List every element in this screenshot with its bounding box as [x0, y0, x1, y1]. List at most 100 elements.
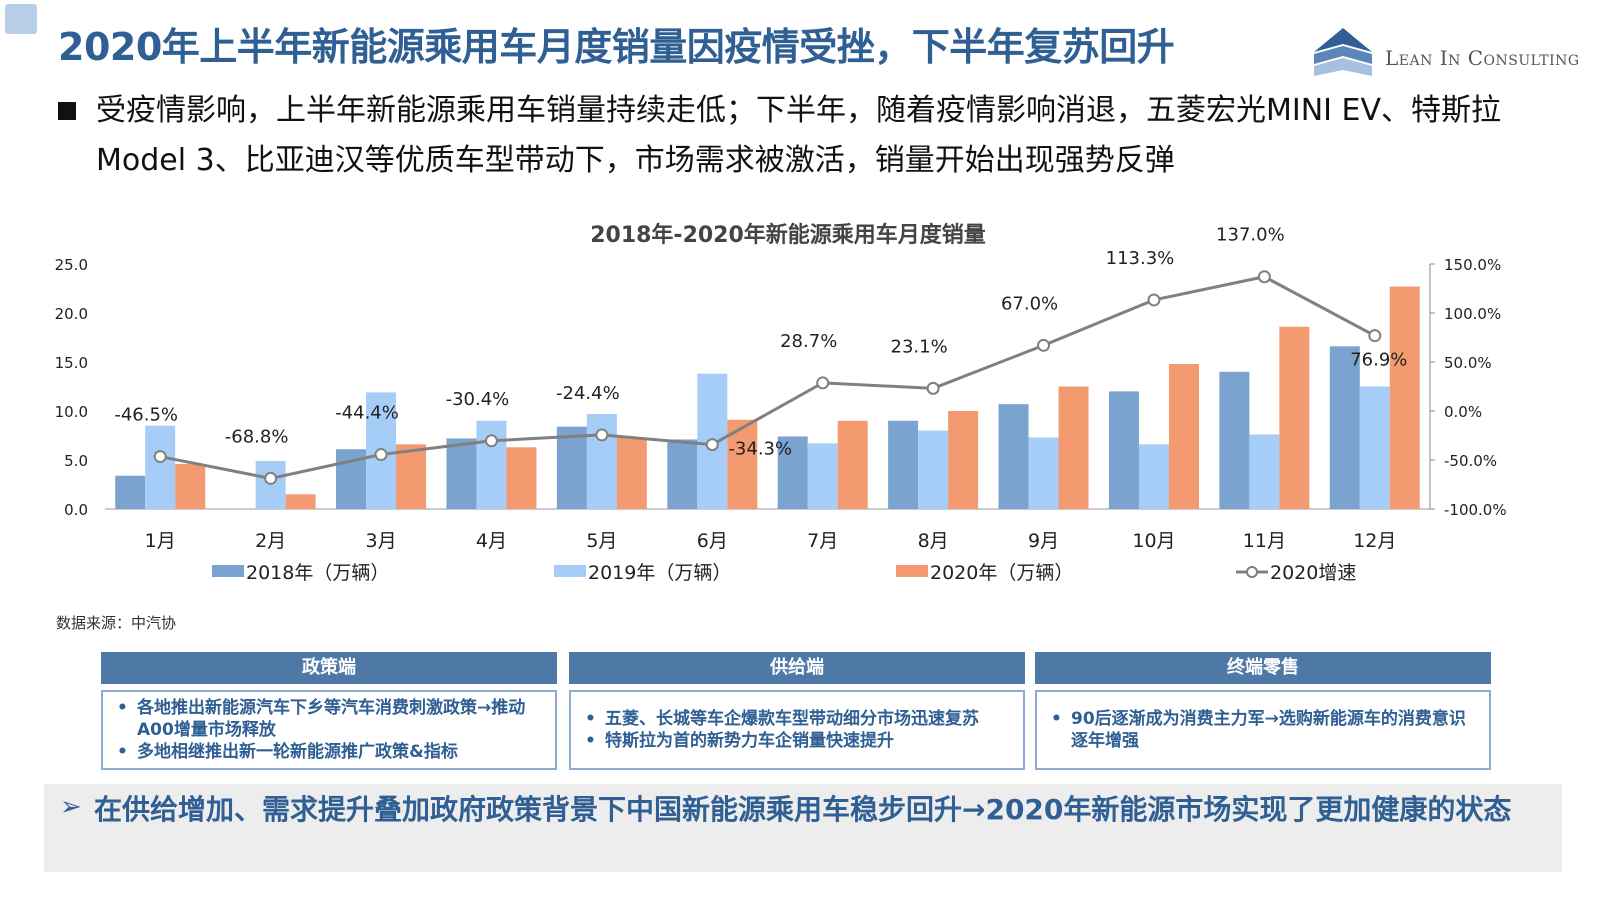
retail-box: 终端零售 90后逐渐成为消费主力军→选购新能源车的消费意识逐年增强 [1035, 652, 1491, 770]
bar [1279, 326, 1310, 509]
bar [285, 494, 316, 509]
bullet-square-icon [58, 102, 76, 120]
supply-box-header: 供给端 [569, 652, 1025, 684]
retail-box-body: 90后逐渐成为消费主力军→选购新能源车的消费意识逐年增强 [1035, 690, 1491, 770]
legend-swatch [896, 565, 928, 577]
legend-label: 2020年（万辆） [930, 562, 1073, 584]
y2-tick-label: 50.0% [1444, 354, 1492, 372]
conclusion-banner: ➢ 在供给增加、需求提升叠加政府政策背景下中国新能源乘用车稳步回升→2020年新… [44, 784, 1562, 872]
summary-bullet: 受疫情影响，上半年新能源乘用车销量持续走低；下半年，随着疫情影响消退，五菱宏光M… [58, 86, 1558, 186]
growth-point [816, 376, 830, 390]
bar [145, 425, 176, 509]
supply-item: 特斯拉为首的新势力车企销量快速提升 [581, 730, 1013, 752]
bar [556, 426, 587, 509]
y2-tick-label: -50.0% [1444, 452, 1497, 470]
growth-point [1037, 338, 1051, 352]
growth-data-label: -44.4% [335, 403, 399, 424]
bar [918, 430, 949, 509]
bar [777, 436, 808, 509]
y2-tick-label: 150.0% [1444, 256, 1501, 274]
bar [1359, 386, 1390, 509]
x-tick-label: 12月 [1353, 530, 1396, 552]
growth-line [159, 275, 1376, 480]
bar [1219, 371, 1250, 509]
x-tick-label: 6月 [697, 530, 728, 552]
x-tick-label: 3月 [365, 530, 396, 552]
growth-data-label: 67.0% [1001, 293, 1058, 314]
x-tick-label: 8月 [918, 530, 949, 552]
bar [175, 463, 206, 509]
bar [837, 420, 868, 509]
y2-tick-label: 0.0% [1444, 403, 1482, 421]
y-tick-label: 0.0 [64, 501, 88, 519]
growth-point [484, 434, 498, 448]
legend-swatch [554, 565, 586, 577]
bar [667, 439, 698, 509]
arrow-icon: ➢ [60, 792, 82, 822]
x-tick-label: 9月 [1028, 530, 1059, 552]
bar [1138, 444, 1169, 509]
x-tick-label: 10月 [1132, 530, 1175, 552]
bar [1329, 346, 1360, 509]
x-tick-label: 5月 [586, 530, 617, 552]
bar [1108, 391, 1139, 509]
source-note: 数据来源：中汽协 [56, 614, 177, 632]
page-title: 2020年上半年新能源乘用车月度销量因疫情受挫，下半年复苏回升 [58, 25, 1175, 69]
bar [476, 420, 507, 509]
x-tick-label: 1月 [145, 530, 176, 552]
growth-point [705, 438, 719, 452]
bar [396, 444, 427, 509]
x-tick-label: 11月 [1243, 530, 1286, 552]
sales-chart: 2018年-2020年新能源乘用车月度销量 0.0 5.0 10.0 15.0 20.0 2… [55, 222, 1507, 584]
conclusion-text: 在供给增加、需求提升叠加政府政策背景下中国新能源乘用车稳步回升→2020年新能源… [94, 793, 1512, 826]
y2-tick-label: -100.0% [1444, 501, 1507, 519]
logo-text: Lean In Consulting [1385, 46, 1580, 70]
supply-box: 供给端 五菱、长城等车企爆款车型带动细分市场迅速复苏 特斯拉为首的新势力车企销量… [569, 652, 1025, 770]
growth-point [374, 448, 388, 462]
legend-marker [1246, 566, 1258, 578]
x-tick-label: 7月 [807, 530, 838, 552]
legend-label: 2020增速 [1270, 562, 1356, 584]
growth-point [264, 471, 278, 485]
policy-box: 政策端 各地推出新能源汽车下乡等汽车消费刺激政策→推动A00增量市场释放 多地相… [101, 652, 557, 770]
x-tick-label: 2月 [255, 530, 286, 552]
growth-data-label: 28.7% [780, 331, 837, 352]
policy-box-header: 政策端 [101, 652, 557, 684]
bar [998, 404, 1029, 509]
legend-swatch [212, 565, 244, 577]
bar [888, 420, 919, 509]
growth-data-label: -46.5% [114, 405, 178, 426]
policy-item: 各地推出新能源汽车下乡等汽车消费刺激政策→推动A00增量市场释放 [113, 697, 545, 741]
bar [506, 447, 537, 509]
y-tick-label: 5.0 [64, 452, 88, 470]
growth-point [1368, 329, 1382, 343]
supply-box-body: 五菱、长城等车企爆款车型带动细分市场迅速复苏 特斯拉为首的新势力车企销量快速提升 [569, 690, 1025, 770]
policy-item: 多地相继推出新一轮新能源推广政策&指标 [113, 741, 545, 763]
x-tick-label: 4月 [476, 530, 507, 552]
y-tick-label: 25.0 [55, 256, 88, 274]
y-tick-label: 15.0 [55, 354, 88, 372]
logo-icon [1314, 28, 1372, 76]
growth-data-label: -30.4% [446, 389, 510, 410]
growth-data-label: -24.4% [556, 383, 620, 404]
bar [1058, 386, 1089, 509]
bar [1028, 437, 1059, 509]
bar [807, 443, 838, 509]
growth-data-label: 76.9% [1350, 350, 1407, 371]
legend-label: 2019年（万辆） [588, 562, 731, 584]
growth-point [1257, 270, 1271, 284]
growth-point [1147, 293, 1161, 307]
bar [948, 411, 979, 509]
growth-data-label: -68.8% [225, 426, 289, 447]
bar [115, 475, 146, 509]
corner-decoration [5, 4, 37, 34]
retail-box-header: 终端零售 [1035, 652, 1491, 684]
growth-point [595, 428, 609, 442]
policy-box-body: 各地推出新能源汽车下乡等汽车消费刺激政策→推动A00增量市场释放 多地相继推出新… [101, 690, 557, 770]
y-tick-label: 20.0 [55, 305, 88, 323]
legend-label: 2018年（万辆） [246, 562, 389, 584]
summary-text: 受疫情影响，上半年新能源乘用车销量持续走低；下半年，随着疫情影响消退，五菱宏光M… [96, 93, 1502, 178]
logo: Lean In Consulting [1310, 24, 1590, 84]
supply-item: 五菱、长城等车企爆款车型带动细分市场迅速复苏 [581, 708, 1013, 730]
bar [586, 413, 617, 509]
